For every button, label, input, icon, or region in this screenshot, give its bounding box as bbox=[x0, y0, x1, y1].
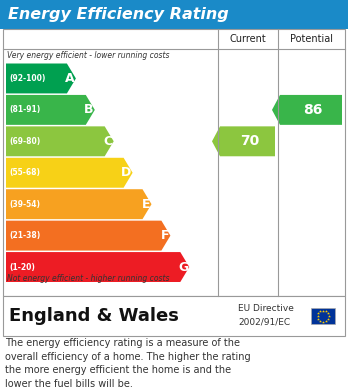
Text: A: A bbox=[65, 72, 75, 85]
Text: Potential: Potential bbox=[290, 34, 333, 44]
Text: B: B bbox=[84, 103, 94, 117]
Polygon shape bbox=[6, 189, 151, 219]
Polygon shape bbox=[212, 126, 275, 156]
Text: C: C bbox=[104, 135, 113, 148]
Text: EU Directive
2002/91/EC: EU Directive 2002/91/EC bbox=[238, 304, 294, 326]
Polygon shape bbox=[6, 252, 189, 282]
Text: Very energy efficient - lower running costs: Very energy efficient - lower running co… bbox=[7, 51, 169, 60]
Text: (39-54): (39-54) bbox=[9, 200, 40, 209]
Text: (1-20): (1-20) bbox=[9, 262, 35, 271]
Text: (69-80): (69-80) bbox=[9, 137, 40, 146]
Bar bbox=[0, 0, 348, 29]
Text: (92-100): (92-100) bbox=[9, 74, 45, 83]
Text: Not energy efficient - higher running costs: Not energy efficient - higher running co… bbox=[7, 274, 169, 283]
Text: E: E bbox=[142, 198, 150, 211]
Polygon shape bbox=[6, 221, 171, 251]
Text: 70: 70 bbox=[240, 135, 259, 148]
Text: 86: 86 bbox=[303, 103, 323, 117]
Polygon shape bbox=[6, 158, 133, 188]
Polygon shape bbox=[6, 63, 76, 93]
Text: Current: Current bbox=[230, 34, 266, 44]
Text: D: D bbox=[121, 166, 132, 179]
Text: (81-91): (81-91) bbox=[9, 106, 40, 115]
Bar bbox=[311, 308, 335, 324]
Text: The energy efficiency rating is a measure of the
overall efficiency of a home. T: The energy efficiency rating is a measur… bbox=[5, 338, 251, 389]
Bar bbox=[3, 296, 345, 336]
Text: (21-38): (21-38) bbox=[9, 231, 40, 240]
Text: G: G bbox=[178, 260, 188, 274]
Polygon shape bbox=[272, 95, 342, 125]
Text: England & Wales: England & Wales bbox=[9, 307, 179, 325]
Bar bbox=[3, 29, 345, 296]
Text: Energy Efficiency Rating: Energy Efficiency Rating bbox=[8, 7, 229, 22]
Text: F: F bbox=[161, 229, 169, 242]
Text: (55-68): (55-68) bbox=[9, 168, 40, 177]
Polygon shape bbox=[6, 126, 114, 156]
Polygon shape bbox=[6, 95, 95, 125]
